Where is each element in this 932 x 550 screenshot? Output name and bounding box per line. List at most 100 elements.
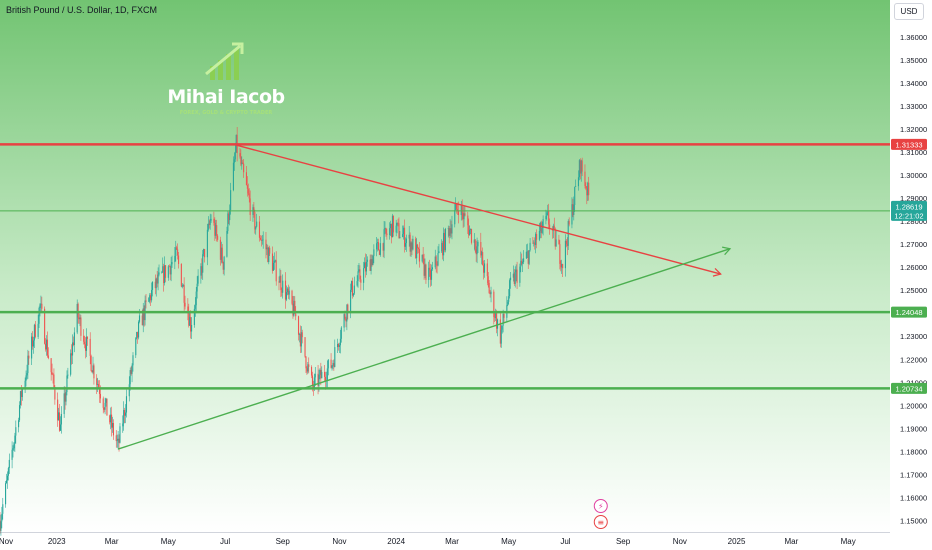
level-badge-1.20734-text: 1.20734: [895, 384, 922, 393]
candle-body: [282, 280, 284, 293]
candle-body: [267, 247, 269, 263]
candle-body: [386, 233, 388, 236]
candle-body: [580, 160, 582, 174]
watermark-logo: Mihai Iacob FOREX, GOLD & CRYPTO TRADER: [160, 40, 292, 120]
candle-body: [194, 305, 196, 309]
candle-body: [467, 215, 469, 226]
x-tick-label: Mar: [105, 537, 119, 546]
candle-body: [510, 277, 512, 281]
candle-body: [182, 284, 184, 287]
candle-body: [169, 266, 171, 275]
candle-body: [568, 221, 570, 225]
current-price-badge-text: 1.28619: [895, 202, 922, 211]
svg-text:⚡: ⚡: [598, 502, 604, 511]
candle-body: [93, 365, 95, 379]
candle-body: [200, 266, 202, 276]
descending-trendline[interactable]: [236, 144, 722, 277]
candle-body: [449, 228, 451, 236]
candle-body: [430, 270, 432, 280]
candle-body: [474, 239, 476, 250]
candle-body: [292, 303, 294, 316]
candle-body: [132, 355, 134, 366]
candle-body: [552, 225, 554, 231]
level-badge-1.24048: 1.24048: [891, 306, 927, 318]
candle-body: [579, 160, 581, 174]
candle-body: [187, 306, 189, 313]
y-tick-label: 1.23000: [900, 332, 927, 341]
ascending-trendline[interactable]: [117, 246, 732, 450]
candle-body: [131, 365, 133, 374]
candle-body: [435, 256, 437, 265]
candle-body: [500, 329, 502, 344]
x-tick-label: May: [841, 537, 856, 546]
candle-body: [66, 375, 68, 393]
candle-body: [331, 365, 333, 368]
candle-body: [390, 223, 393, 238]
candle-body: [457, 209, 459, 211]
candle-body: [450, 228, 452, 234]
candle-body: [158, 272, 160, 275]
candle-body: [416, 244, 418, 259]
candle-body: [213, 218, 215, 223]
candle-body: [502, 313, 504, 326]
candle-body: [359, 269, 361, 280]
candle-body: [299, 333, 301, 347]
y-tick-label: 1.21000: [900, 378, 927, 387]
candle-body: [76, 303, 78, 333]
candle-body: [548, 211, 550, 225]
candle-body: [249, 198, 251, 215]
candle-body: [20, 391, 22, 398]
price-badges: 1.313331.240481.207341.284461.2861912:21…: [891, 138, 927, 394]
candle-body: [275, 260, 277, 282]
candle-body: [442, 242, 444, 256]
candle-body: [184, 302, 186, 307]
candle-body: [73, 332, 75, 346]
candle-body: [358, 269, 360, 272]
candle-body: [455, 204, 457, 211]
candle-body: [418, 249, 420, 262]
candle-body: [21, 389, 23, 398]
candle-body: [52, 374, 54, 376]
candle-body: [526, 251, 528, 253]
candle-body: [586, 188, 588, 196]
candle-body: [476, 246, 478, 255]
candle-body: [58, 412, 61, 431]
candle-body: [436, 264, 438, 266]
y-tick-label: 1.16000: [900, 493, 927, 502]
candle-body: [559, 244, 561, 264]
candle-body: [575, 186, 577, 187]
x-tick-label: Jul: [560, 537, 570, 546]
candle-body: [287, 288, 289, 295]
candle-body: [377, 242, 380, 251]
currency-button[interactable]: USD: [894, 3, 924, 20]
candle-body: [50, 358, 52, 373]
candle-body: [57, 399, 59, 421]
candle-body: [70, 353, 72, 375]
lightning-event-icon[interactable]: ⚡: [593, 499, 608, 513]
candle-body: [390, 223, 392, 229]
y-tick-label: 1.28000: [900, 217, 927, 226]
candle-body: [156, 278, 158, 284]
candle-body: [135, 338, 137, 356]
x-tick-label: Sep: [276, 537, 291, 546]
candle-body: [357, 271, 359, 282]
y-tick-label: 1.29000: [900, 194, 927, 203]
candle-body: [125, 396, 128, 413]
candle-body: [129, 370, 131, 385]
us-flag-event-icon[interactable]: ≡: [593, 515, 608, 529]
candle-body: [378, 250, 380, 255]
candle-body: [294, 300, 296, 314]
candle-body: [314, 373, 316, 378]
candle-body: [545, 216, 547, 220]
candle-body: [53, 374, 55, 387]
candle-body: [286, 288, 288, 293]
candle-body: [363, 268, 365, 283]
candle-body: [437, 253, 439, 266]
candle-body: [281, 290, 283, 293]
candle-body: [377, 242, 379, 244]
candle-body: [295, 313, 297, 317]
candle-body: [96, 378, 98, 385]
